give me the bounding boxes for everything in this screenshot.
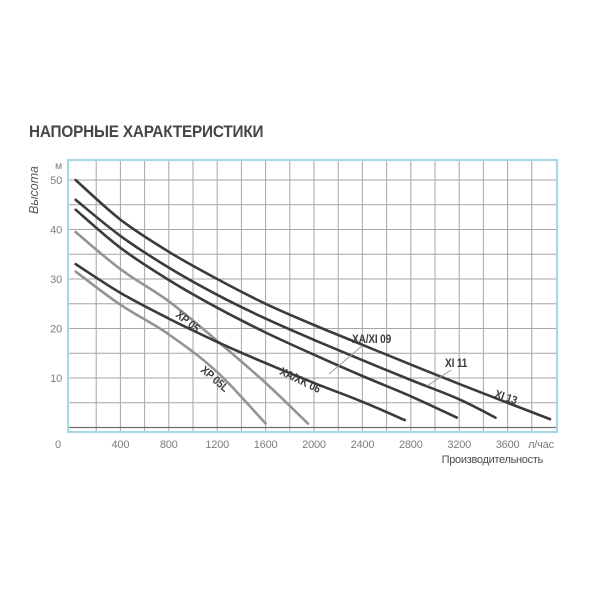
gridlines: [69, 161, 556, 431]
svg-text:10: 10: [50, 373, 62, 385]
curve-xi-13: [74, 178, 552, 421]
x-axis-title: Производительность: [441, 454, 544, 466]
svg-text:40: 40: [50, 225, 62, 237]
label-leader-line: [328, 345, 363, 375]
svg-text:3200: 3200: [447, 439, 471, 451]
axis-tick-labels: 0 400 800 1200 1600 2000 2400 2800 3200 3600 л/час…: [50, 160, 555, 451]
curve-xa-xi-09: [74, 208, 459, 419]
svg-text:30: 30: [50, 274, 62, 286]
svg-text:XI 11: XI 11: [445, 357, 467, 370]
svg-text:0: 0: [55, 439, 61, 451]
plot-frame: [66, 158, 559, 434]
svg-text:XA/XI 09: XA/XI 09: [352, 333, 391, 346]
svg-text:1600: 1600: [254, 439, 278, 451]
label-leader-line: [426, 369, 452, 387]
curve-xa-xk-06: [74, 262, 407, 422]
svg-text:3600: 3600: [496, 439, 520, 451]
svg-text:800: 800: [160, 439, 178, 451]
curve-xp-05: [74, 230, 310, 425]
curve-xi-11: [74, 198, 497, 419]
svg-text:2800: 2800: [399, 439, 423, 451]
chart-title: НАПОРНЫЕ ХАРАКТЕРИСТИКИ: [29, 122, 264, 141]
svg-text:2400: 2400: [351, 439, 375, 451]
svg-text:20: 20: [50, 324, 62, 336]
svg-text:50: 50: [50, 175, 62, 187]
pump-curves: [74, 178, 552, 425]
svg-text:л/час: л/час: [528, 439, 555, 451]
svg-text:400: 400: [112, 439, 130, 451]
svg-text:2000: 2000: [302, 439, 326, 451]
svg-text:м: м: [55, 160, 62, 172]
svg-text:XA/XK 06: XA/XK 06: [278, 365, 323, 396]
svg-text:1200: 1200: [205, 439, 229, 451]
svg-text:XI 13: XI 13: [493, 388, 519, 408]
curve-xp-05l: [74, 270, 267, 425]
